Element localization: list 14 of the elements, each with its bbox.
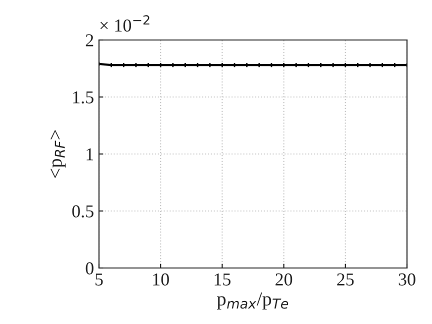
y-tick-label: 0 (86, 262, 94, 274)
y-tick-label: 0.5 (72, 205, 94, 218)
x-tick-label: 25 (337, 273, 354, 286)
x-tick-label: 30 (398, 273, 416, 286)
y-axis-title: <p$_{RF}$> (50, 130, 66, 178)
x-tick-label: 5 (96, 274, 103, 286)
y-tick-label: 1 (86, 148, 94, 160)
x-tick-label: 20 (276, 273, 292, 286)
x-axis-title: p$_{max}$/p$_{Te}$ (216, 292, 288, 310)
y-tick-label: 1.5 (73, 91, 94, 104)
x-tick-label: 15 (214, 273, 231, 286)
x-tick-label: 10 (153, 273, 169, 286)
y-tick-label: 2 (86, 34, 94, 46)
text: × 10$^{−2}$ (100, 15, 150, 32)
